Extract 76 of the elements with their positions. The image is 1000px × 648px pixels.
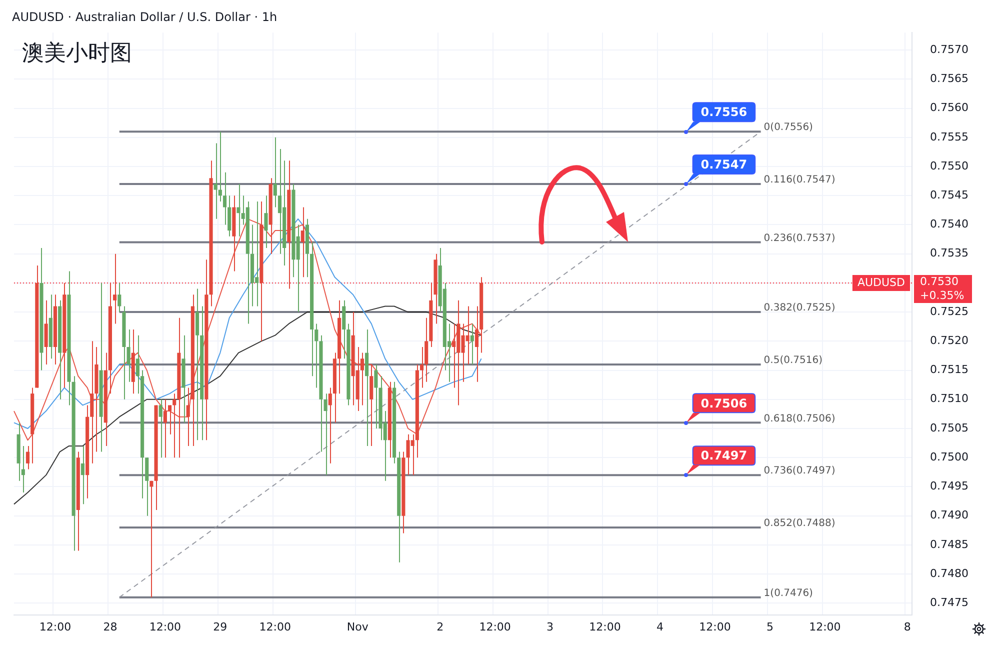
text: 0.7530 (920, 274, 958, 288)
y-tick-label: 0.7550 (930, 159, 968, 172)
y-tick-label: 0.7535 (930, 246, 968, 260)
y-tick-label: 0.7570 (930, 42, 968, 56)
annotation: 0.7506 (700, 396, 748, 410)
x-tick-label: 5 (766, 620, 774, 634)
candlestick (113, 253, 117, 324)
ref-line-label: 0.5(0.7516) (764, 355, 823, 366)
candlestick (80, 445, 85, 505)
annotation: 0.7556 (700, 105, 748, 120)
y-tick-label: 0.7480 (930, 566, 968, 580)
candlestick (150, 480, 154, 598)
x-tick-label: 4 (656, 620, 664, 634)
candlestick (158, 398, 162, 458)
candlestick (195, 288, 200, 441)
candlestick (452, 323, 456, 388)
ref-line-label: AUDUSD (857, 276, 906, 289)
ref-line-label: 0.116(0.7547) (764, 174, 836, 186)
y-tick-label: 0.7510 (930, 392, 968, 406)
y-tick-label: 0.7490 (930, 508, 968, 522)
candlestick (300, 206, 304, 278)
x-tick-label: 12:00 (479, 620, 511, 634)
candlestick (186, 387, 190, 446)
candlestick (264, 195, 268, 249)
y-tick-label: 0.7560 (930, 101, 968, 114)
y-tick-label: 0.7545 (930, 188, 968, 202)
x-tick-label: 12:00 (39, 620, 72, 634)
x-tick-label: Nov (346, 620, 369, 634)
candlestick (278, 148, 282, 254)
y-tick-label: 0.7525 (930, 304, 968, 318)
y-tick-label: 0.7515 (930, 363, 968, 376)
candlestick (126, 329, 130, 382)
text: +0.35% (920, 288, 964, 302)
y-tick-label: 0.7520 (930, 334, 968, 348)
candlestick (365, 329, 369, 446)
x-tick-label: 12:00 (259, 620, 292, 634)
ref-line-label: 0.618(0.7506) (764, 413, 836, 424)
y-tick-label: 0.7565 (930, 72, 968, 86)
ref-line-label: 0.852(0.7488) (764, 518, 836, 530)
x-tick-label: 2 (436, 620, 444, 634)
y-tick-label: 0.7505 (930, 421, 968, 434)
candlestick (172, 393, 176, 458)
candlestick (328, 387, 332, 464)
candlestick (168, 404, 172, 435)
y-tick-label: 0.7485 (930, 538, 968, 551)
x-tick-label: 12:00 (699, 620, 731, 634)
candlestick (26, 445, 30, 470)
x-tick-label: 12:00 (149, 620, 182, 634)
annotation: 0.7547 (700, 158, 748, 172)
y-tick-label: 0.7500 (930, 450, 968, 464)
ref-line-label: 0.236(0.7537) (764, 232, 836, 244)
y-tick-label: 0.7555 (930, 130, 968, 144)
y-tick-label: 0.7495 (930, 480, 968, 493)
ref-line-label: 0(0.7556) (764, 122, 814, 134)
candlestick (273, 136, 277, 208)
x-tick-label: 8 (904, 620, 911, 634)
ref-line-label: 1(0.7476) (764, 588, 814, 599)
candlestick (145, 457, 149, 516)
ref-line-label: 0.736(0.7497) (764, 466, 836, 477)
ref-line-label: 0.382(0.7525) (764, 302, 836, 314)
candlestick (470, 323, 474, 365)
candlestick (44, 300, 48, 365)
x-tick-label: 12:00 (809, 620, 841, 634)
y-tick-label: 0.7475 (930, 596, 968, 610)
candlestick (324, 393, 328, 476)
candlestick (163, 398, 167, 458)
x-tick-label: 29 (213, 620, 228, 634)
x-tick-label: 28 (103, 620, 118, 634)
annotation: 0.7497 (700, 448, 748, 463)
x-tick-label: 3 (546, 620, 554, 634)
candlestick (370, 364, 374, 446)
y-tick-label: 0.7540 (930, 218, 968, 231)
chart-subtitle: AUDUSD · Australian Dollar / U.S. Dollar · 1h (12, 10, 278, 24)
candlestick (118, 282, 122, 313)
x-tick-label: 12:00 (589, 620, 621, 634)
chart-title: 澳美小时图 (22, 40, 132, 68)
